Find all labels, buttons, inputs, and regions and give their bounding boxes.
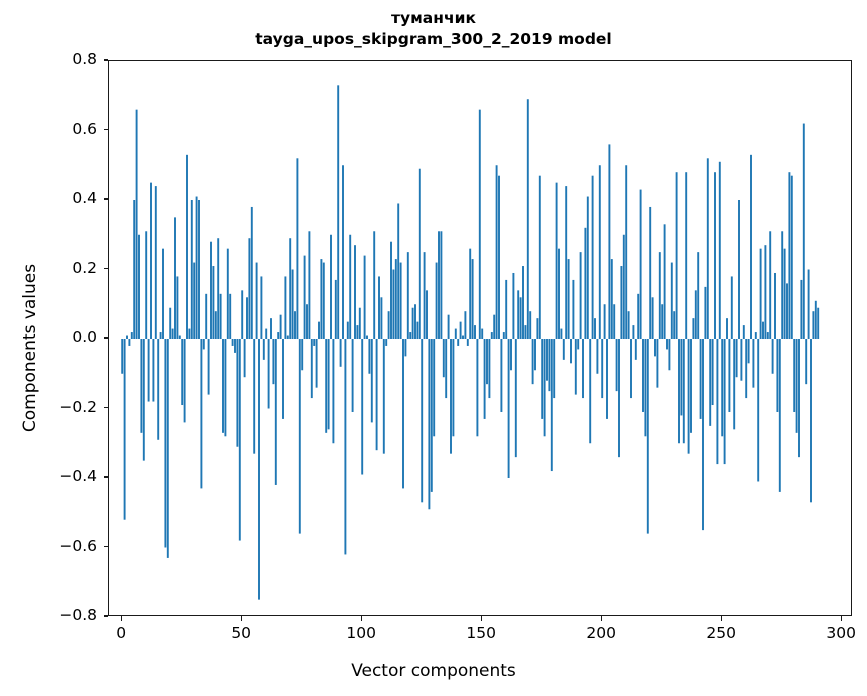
x-tick-label: 100: [346, 624, 376, 642]
x-tick-label: 250: [706, 624, 736, 642]
y-tick-mark: [103, 337, 108, 339]
y-tick-label: −0.6: [59, 536, 97, 555]
plot-axes: [108, 60, 852, 616]
x-tick-mark: [840, 616, 842, 621]
x-tick-mark: [120, 616, 122, 621]
x-tick-mark: [720, 616, 722, 621]
y-axis-label: Components values: [20, 263, 40, 433]
y-tick-label: 0.4: [72, 189, 97, 207]
y-tick-label: 0.0: [72, 328, 97, 346]
y-tick-mark: [103, 128, 108, 131]
bar-series: [121, 85, 820, 600]
chart-title: туманчик tayga_upos_skipgram_300_2_2019 …: [0, 8, 867, 50]
y-tick-label: −0.4: [59, 467, 97, 485]
chart-title-line-1: туманчик: [391, 9, 476, 27]
x-tick-mark: [360, 616, 362, 621]
y-tick-label: 0.8: [72, 50, 97, 68]
y-tick-label: −0.8: [59, 606, 97, 624]
y-tick-mark: [103, 545, 108, 548]
x-tick-label: 150: [466, 624, 496, 642]
x-tick-label: 50: [231, 624, 252, 642]
y-tick-mark: [103, 476, 108, 478]
x-tick-mark: [600, 616, 602, 621]
x-axis-label: Vector components: [351, 661, 516, 681]
y-tick-label: −0.2: [59, 397, 97, 416]
y-tick-mark: [103, 406, 108, 409]
y-tick-mark: [103, 198, 108, 200]
y-tick-mark: [103, 615, 108, 617]
x-tick-label: 300: [826, 624, 856, 642]
x-tick-mark: [240, 616, 242, 621]
x-tick-label: 0: [116, 624, 127, 642]
y-tick-label: 0.6: [72, 119, 97, 138]
plot-area: [109, 61, 851, 615]
x-tick-label: 200: [586, 624, 616, 642]
y-tick-mark: [103, 59, 108, 61]
y-tick-label: 0.2: [72, 258, 97, 277]
chart-title-line-2: tayga_upos_skipgram_300_2_2019 model: [255, 30, 612, 48]
y-tick-mark: [103, 267, 108, 270]
x-tick-mark: [480, 616, 482, 621]
